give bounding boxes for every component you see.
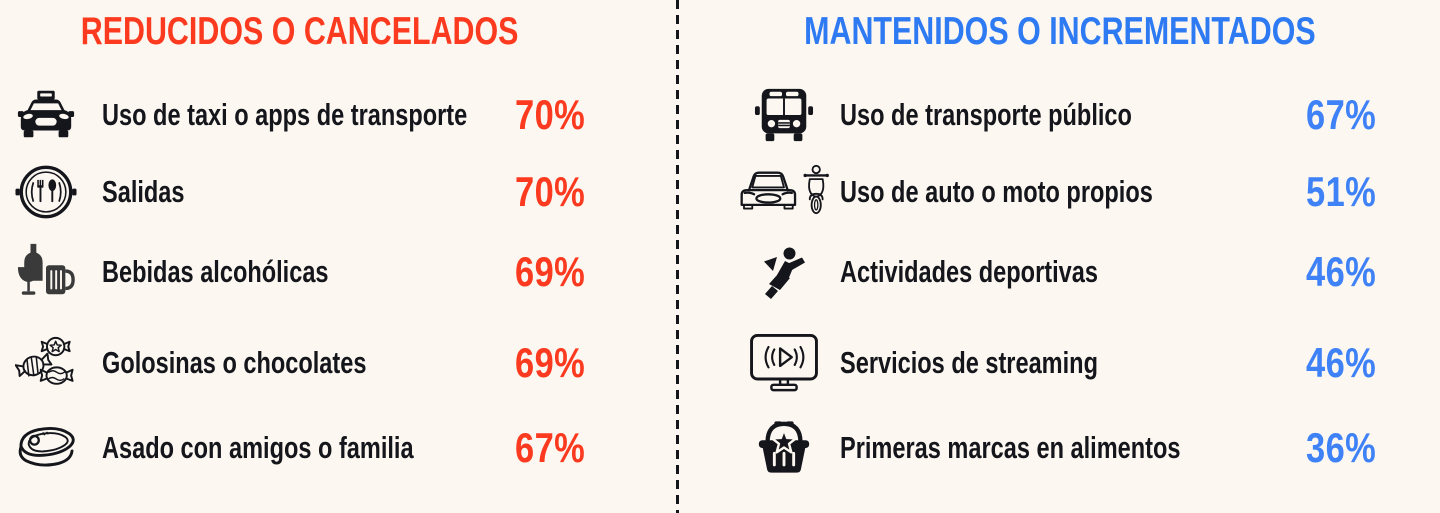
- list-item: Salidas 70%: [0, 155, 677, 229]
- reduced-column-title: REDUCIDOS O CANCELADOS: [81, 10, 519, 53]
- shopping-basket-icon: [738, 419, 830, 477]
- list-item: Actividades deportivas 46%: [680, 235, 1440, 309]
- list-item: Servicios de streaming 46%: [680, 326, 1440, 400]
- item-value: 67%: [1306, 91, 1377, 138]
- candies-icon: [0, 334, 92, 392]
- dashed-divider: [676, 0, 679, 513]
- item-value: 67%: [515, 424, 586, 471]
- item-label: Bebidas alcohólicas: [102, 254, 329, 289]
- item-value: 70%: [515, 91, 586, 138]
- list-item: Bebidas alcohólicas 69%: [0, 235, 677, 309]
- dining-plate-icon: [0, 161, 92, 223]
- item-label: Salidas: [102, 174, 185, 209]
- item-label: Uso de auto o moto propios: [840, 174, 1153, 209]
- maintained-column: MANTENIDOS O INCREMENTADOS: [680, 0, 1440, 513]
- list-item: Primeras marcas en alimentos 36%: [680, 411, 1440, 485]
- alcoholic-drinks-icon: [0, 242, 92, 302]
- item-label: Actividades deportivas: [840, 254, 1098, 289]
- item-label: Uso de transporte público: [840, 97, 1132, 132]
- item-value: 46%: [1306, 339, 1377, 386]
- item-value: 69%: [515, 248, 586, 295]
- item-value: 36%: [1306, 424, 1377, 471]
- streaming-monitor-icon: [738, 332, 830, 394]
- bus-icon: [738, 85, 830, 145]
- list-item: Uso de transporte público 67%: [680, 78, 1440, 152]
- item-value: 70%: [515, 168, 586, 215]
- item-label: Asado con amigos o familia: [102, 430, 414, 465]
- item-value: 51%: [1306, 168, 1377, 215]
- steak-icon: [0, 421, 92, 475]
- runner-icon: [738, 244, 830, 300]
- car-scooter-icon: [738, 162, 830, 222]
- item-label: Servicios de streaming: [840, 345, 1098, 380]
- reduced-column: REDUCIDOS O CANCELADOS Uso de: [0, 0, 677, 513]
- taxi-icon: [0, 87, 92, 143]
- maintained-column-title: MANTENIDOS O INCREMENTADOS: [804, 10, 1316, 53]
- list-item: Uso de auto o moto propios 51%: [680, 155, 1440, 229]
- item-label: Uso de taxi o apps de transporte: [102, 97, 468, 132]
- list-item: Golosinas o chocolates 69%: [0, 326, 677, 400]
- item-value: 46%: [1306, 248, 1377, 295]
- list-item: Asado con amigos o familia 67%: [0, 411, 677, 485]
- item-label: Golosinas o chocolates: [102, 345, 367, 380]
- list-item: Uso de taxi o apps de transporte 70%: [0, 78, 677, 152]
- item-value: 69%: [515, 339, 586, 386]
- item-label: Primeras marcas en alimentos: [840, 430, 1181, 465]
